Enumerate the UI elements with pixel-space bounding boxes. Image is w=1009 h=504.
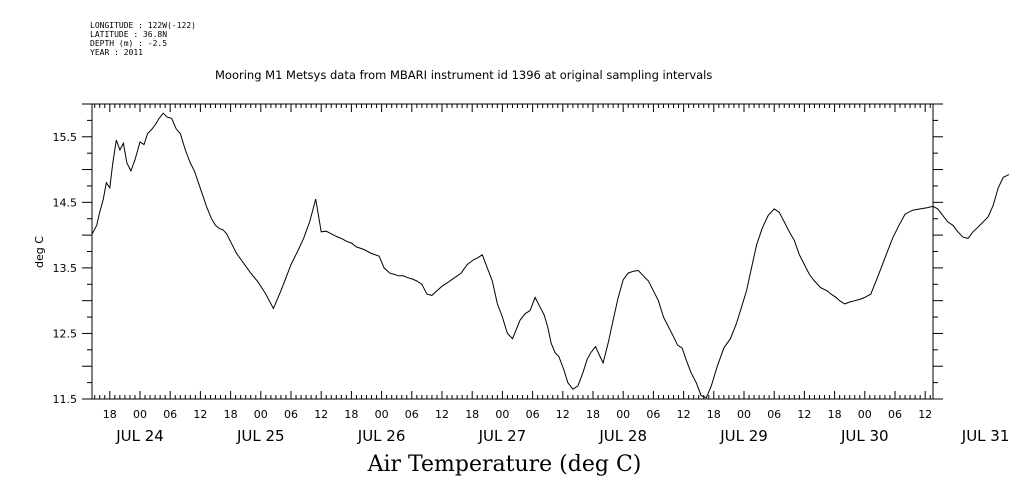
- plot-frame: [91, 103, 934, 400]
- day-label: JUL 26: [357, 427, 406, 445]
- year-label: YEAR : 2011: [90, 48, 143, 57]
- x-tick-label: 12: [314, 408, 328, 421]
- metadata-block: LONGITUDE : 122W(-122) LATITUDE : 36.8N …: [90, 21, 196, 57]
- x-tick-label: 18: [103, 408, 117, 421]
- x-tick-label: 18: [707, 408, 721, 421]
- footer-title: Air Temperature (deg C): [367, 452, 642, 477]
- latitude-label: LATITUDE : 36.8N: [90, 30, 168, 39]
- x-tick-label: 00: [133, 408, 147, 421]
- x-tick-label: 00: [254, 408, 268, 421]
- x-tick-label: 06: [284, 408, 298, 421]
- x-tick-label: 00: [495, 408, 509, 421]
- x-tick-label: 18: [224, 408, 238, 421]
- day-labels: JUL 24 JUL 25 JUL 26 JUL 27 JUL 28 JUL 29 JUL …: [115, 427, 1009, 445]
- y-axis-label: deg C: [33, 236, 46, 268]
- x-tick-label: 12: [797, 408, 811, 421]
- x-tick-label: 00: [616, 408, 630, 421]
- y-tick-labels: 11.5 12.5 13.5 14.5 15.5: [53, 131, 78, 406]
- x-tick-label: 18: [586, 408, 600, 421]
- x-tick-label: 12: [435, 408, 449, 421]
- x-tick-label: 06: [405, 408, 419, 421]
- x-tick-label: 06: [163, 408, 177, 421]
- longitude-label: LONGITUDE : 122W(-122): [90, 21, 196, 30]
- x-tick-label: 00: [375, 408, 389, 421]
- day-label: JUL 31: [961, 427, 1009, 445]
- y-tick-label: 11.5: [53, 393, 78, 406]
- x-tick-label: 12: [556, 408, 570, 421]
- day-label: JUL 28: [598, 427, 647, 445]
- y-tick-label: 13.5: [53, 262, 78, 275]
- air-temperature-line: [91, 112, 1009, 399]
- x-tick-label: 18: [465, 408, 479, 421]
- depth-label: DEPTH (m) : -2.5: [90, 39, 168, 48]
- day-label: JUL 29: [719, 427, 768, 445]
- y-tick-label: 15.5: [53, 131, 78, 144]
- x-tick-label: 12: [918, 408, 932, 421]
- x-tick-label: 12: [677, 408, 691, 421]
- day-label: JUL 27: [478, 427, 527, 445]
- x-tick-label: 18: [828, 408, 842, 421]
- y-tick-label: 12.5: [53, 327, 78, 340]
- x-tick-label: 06: [646, 408, 660, 421]
- x-tick-label: 06: [767, 408, 781, 421]
- day-label: JUL 25: [236, 427, 285, 445]
- x-tick-label: 00: [737, 408, 751, 421]
- x-tick-labels: 18 00 06 12 18 00 06 12 18 00 06 12 18 00 06 12 18 00 06 12…: [103, 408, 932, 421]
- x-tick-label: 06: [526, 408, 540, 421]
- chart-title: Mooring M1 Metsys data from MBARI instru…: [215, 68, 713, 82]
- x-tick-label: 06: [888, 408, 902, 421]
- day-label: JUL 30: [840, 427, 889, 445]
- y-tick-label: 14.5: [53, 196, 78, 209]
- x-tick-label: 18: [344, 408, 358, 421]
- x-tick-label: 00: [858, 408, 872, 421]
- day-label: JUL 24: [115, 427, 164, 445]
- tick-marks: [82, 103, 943, 400]
- x-tick-label: 12: [193, 408, 207, 421]
